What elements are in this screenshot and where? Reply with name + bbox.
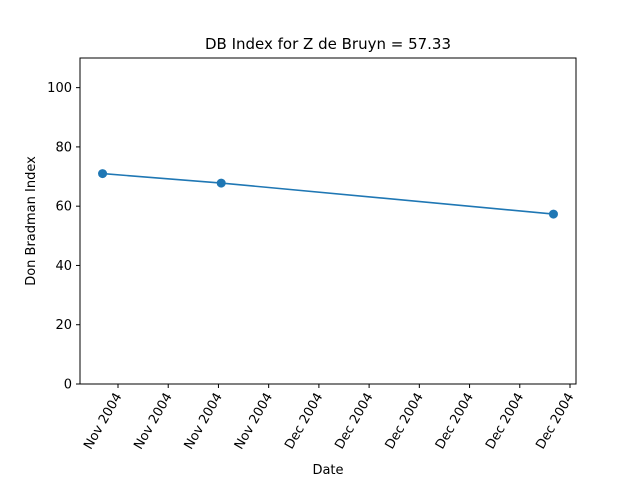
x-axis: Nov 2004 Nov 2004 Nov 2004 Nov 2004 Dec 2004… <box>81 384 577 452</box>
chart-title: DB Index for Z de Bruyn = 57.33 <box>205 35 451 53</box>
y-tick-label: 40 <box>55 259 72 274</box>
y-tick-label: 100 <box>47 81 72 96</box>
plot-area <box>79 57 577 385</box>
y-tick-label: 20 <box>55 318 72 333</box>
x-tick-label: Nov 2004 <box>131 391 175 453</box>
x-tick-label: Dec 2004 <box>332 391 376 453</box>
x-tick-label: Nov 2004 <box>81 391 125 453</box>
series-layer <box>98 169 558 219</box>
y-axis: 0 20 40 60 80 100 <box>47 81 80 393</box>
data-point <box>548 209 558 219</box>
y-tick-label: 60 <box>55 200 72 215</box>
y-tick-label: 0 <box>64 378 72 393</box>
x-tick-label: Dec 2004 <box>282 391 326 453</box>
y-axis-title: Don Bradman Index <box>24 156 39 286</box>
x-tick-label: Dec 2004 <box>383 391 427 453</box>
y-tick-label: 80 <box>55 140 72 155</box>
x-tick-label: Dec 2004 <box>433 391 477 453</box>
data-point <box>216 178 226 188</box>
x-axis-title: Date <box>312 463 343 478</box>
x-tick-label: Nov 2004 <box>232 391 276 453</box>
x-tick-label: Dec 2004 <box>483 391 527 453</box>
data-point <box>98 169 108 179</box>
x-tick-label: Nov 2004 <box>182 391 226 453</box>
x-tick-label: Dec 2004 <box>533 391 577 453</box>
